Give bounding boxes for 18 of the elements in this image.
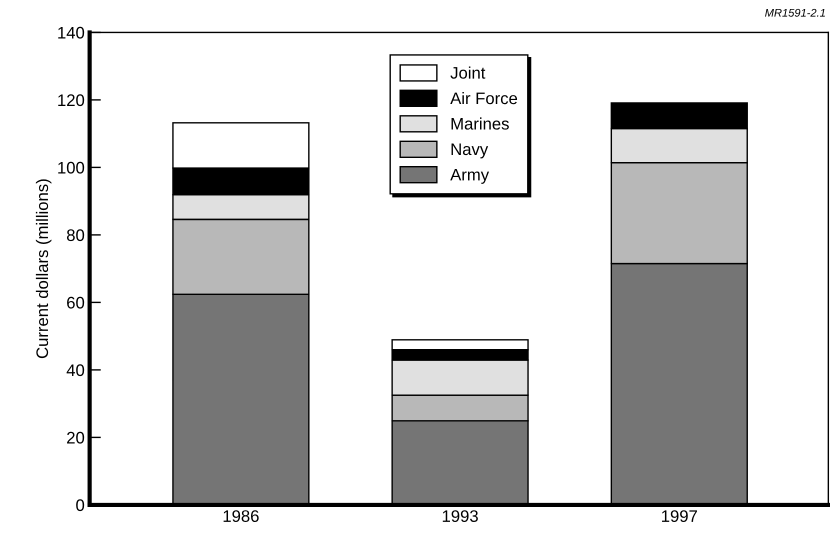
y-tick-label: 100 (58, 162, 84, 174)
y-tick-label: 40 (66, 364, 84, 376)
x-tick-label: 1993 (442, 510, 478, 522)
legend-label: Army (450, 168, 490, 184)
y-tick-label: 140 (58, 26, 84, 39)
y-tick-label: 80 (66, 229, 84, 242)
y-tick-label: 0 (76, 499, 84, 512)
y-tick-label: 60 (67, 296, 84, 309)
legend-label: Joint (450, 66, 486, 79)
legend-label: Navy (452, 143, 488, 158)
y-axis-title: Current dollars (millions) (36, 179, 52, 358)
x-tick-label: 1986 (224, 510, 259, 522)
y-tick-label: 20 (67, 432, 84, 444)
y-tick-label: 120 (58, 94, 84, 106)
x-tick-label: 1997 (662, 510, 697, 522)
legend-label: Air Force (450, 92, 518, 104)
text: MR1591-2.1 (765, 8, 825, 17)
legend-label: Marines (452, 117, 509, 130)
